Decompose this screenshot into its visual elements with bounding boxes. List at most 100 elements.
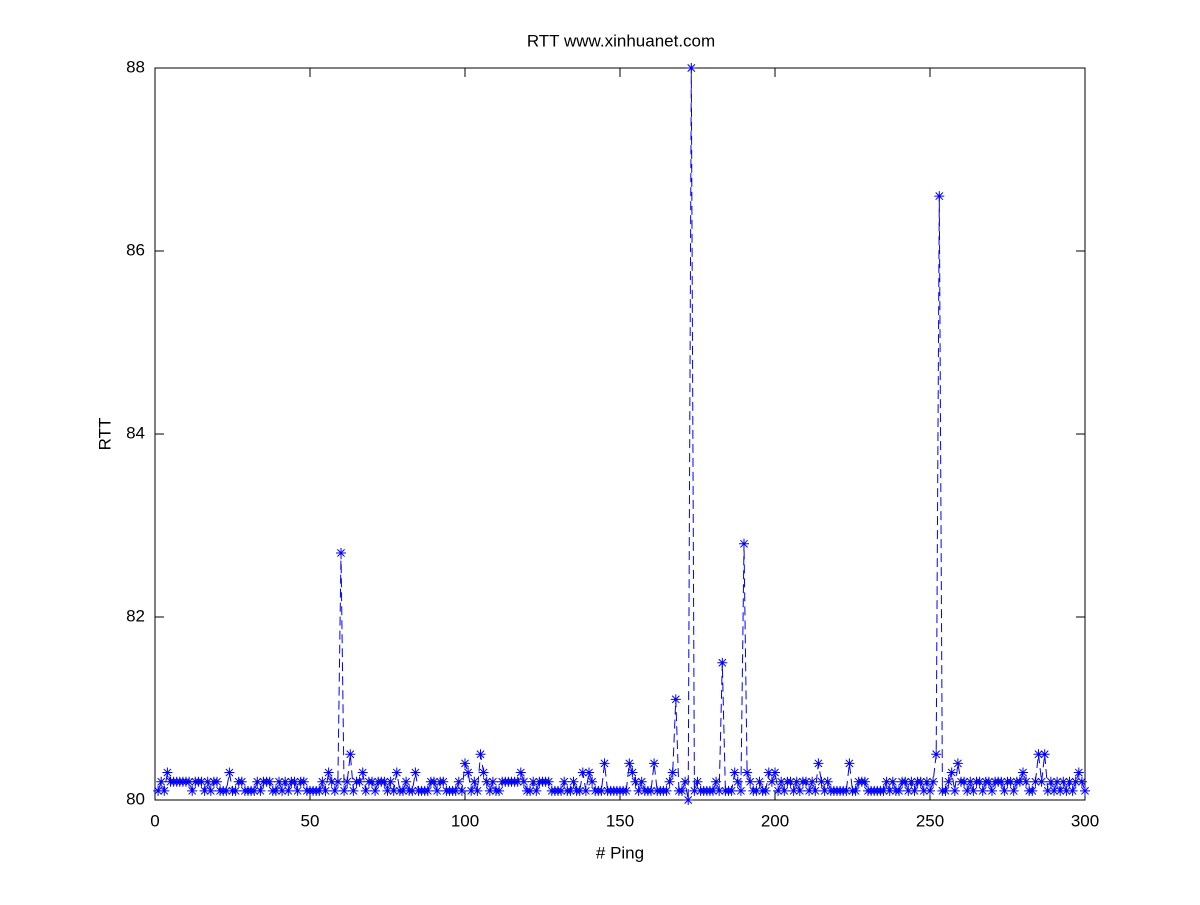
- y-tick-label: 82: [126, 606, 145, 625]
- marker: [915, 776, 926, 787]
- marker: [717, 657, 728, 668]
- marker: [624, 758, 635, 769]
- marker: [692, 776, 703, 787]
- marker: [708, 785, 718, 796]
- marker: [205, 785, 216, 796]
- marker: [469, 776, 480, 787]
- marker: [918, 785, 929, 796]
- marker: [766, 776, 777, 787]
- marker: [370, 785, 381, 796]
- marker: [153, 785, 164, 796]
- marker: [391, 767, 402, 778]
- marker: [512, 776, 523, 787]
- marker: [903, 785, 914, 796]
- x-tick-label: 250: [916, 811, 944, 830]
- marker: [739, 538, 749, 549]
- marker: [230, 785, 241, 796]
- marker: [367, 776, 377, 787]
- marker: [270, 785, 281, 796]
- marker: [987, 785, 997, 796]
- marker: [959, 776, 970, 787]
- marker: [484, 785, 495, 796]
- marker: [763, 767, 774, 778]
- marker: [943, 776, 954, 787]
- marker: [357, 767, 368, 778]
- marker: [249, 785, 260, 796]
- marker: [667, 767, 678, 778]
- marker: [543, 776, 554, 787]
- marker: [841, 785, 852, 796]
- marker: [580, 785, 591, 796]
- marker: [729, 767, 740, 778]
- marker: [881, 776, 892, 787]
- marker: [822, 776, 833, 787]
- marker: [478, 767, 489, 778]
- marker: [813, 758, 824, 769]
- marker: [785, 776, 796, 787]
- marker: [528, 776, 539, 787]
- marker: [1070, 776, 1081, 787]
- marker: [810, 785, 821, 796]
- x-tick-label: 150: [606, 811, 634, 830]
- marker: [714, 785, 725, 796]
- marker: [906, 776, 917, 787]
- marker: [1064, 776, 1075, 787]
- marker: [1027, 785, 1038, 796]
- marker: [909, 785, 920, 796]
- marker: [314, 785, 325, 796]
- y-tick-label: 88: [126, 57, 145, 76]
- marker: [199, 785, 210, 796]
- marker: [1080, 785, 1090, 796]
- marker: [577, 767, 588, 778]
- marker: [280, 776, 291, 787]
- marker: [1033, 749, 1044, 760]
- marker: [621, 785, 632, 796]
- marker: [354, 776, 365, 787]
- marker: [460, 758, 470, 769]
- marker: [224, 767, 235, 778]
- marker: [429, 776, 439, 787]
- marker: [1058, 776, 1069, 787]
- marker: [298, 776, 309, 787]
- marker: [494, 785, 505, 796]
- marker: [664, 776, 675, 787]
- marker: [999, 785, 1010, 796]
- marker: [779, 785, 790, 796]
- marker: [162, 767, 173, 778]
- marker: [732, 776, 743, 787]
- marker: [410, 767, 421, 778]
- marker: [1073, 767, 1084, 778]
- marker: [965, 776, 976, 787]
- x-tick-label: 200: [761, 811, 789, 830]
- marker: [320, 785, 331, 796]
- marker: [983, 776, 994, 787]
- marker: [968, 785, 979, 796]
- marker: [776, 776, 787, 787]
- marker: [463, 767, 474, 778]
- marker: [559, 776, 570, 787]
- marker: [791, 776, 802, 787]
- x-tick-label: 100: [451, 811, 479, 830]
- marker: [487, 776, 498, 787]
- marker: [1021, 776, 1032, 787]
- marker: [323, 767, 334, 778]
- marker: [726, 785, 737, 796]
- marker: [633, 785, 644, 796]
- marker: [646, 785, 656, 796]
- marker: [921, 776, 932, 787]
- marker: [599, 758, 610, 769]
- marker: [466, 785, 477, 796]
- marker: [934, 191, 945, 202]
- marker: [159, 785, 170, 796]
- marker: [996, 776, 1007, 787]
- marker: [735, 785, 746, 796]
- marker: [745, 776, 756, 787]
- marker: [887, 776, 898, 787]
- marker: [565, 785, 576, 796]
- marker: [326, 776, 337, 787]
- marker: [1061, 785, 1072, 796]
- marker: [816, 776, 827, 787]
- marker: [525, 785, 536, 796]
- marker: [788, 785, 799, 796]
